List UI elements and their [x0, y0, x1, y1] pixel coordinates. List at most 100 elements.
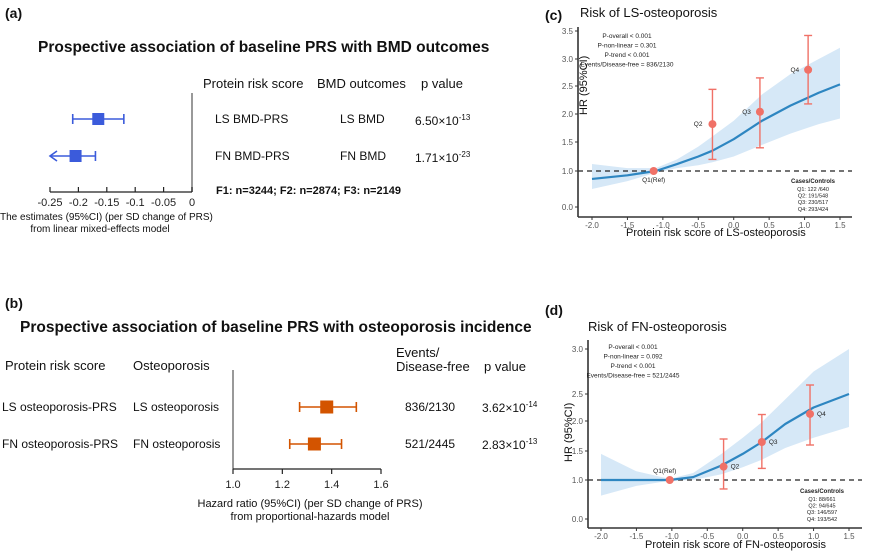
- panel-a-xlabel-2: from linear mixed-effects model: [30, 224, 170, 235]
- panel-c-quartile-point: [708, 120, 717, 129]
- panel-b-estimate-point: [320, 400, 334, 414]
- panel-c-label: (c): [545, 7, 563, 23]
- panel-a-label: (a): [5, 5, 23, 21]
- panel-d-x-tick-label: 0.5: [773, 532, 785, 541]
- p-mantissa: 6.50×10: [415, 114, 459, 128]
- panel-c-x-tick-label: 0.0: [728, 221, 740, 230]
- panel-a-row1-pvalue: 6.50×10-13: [415, 113, 470, 128]
- p-mantissa: 2.83×10: [482, 438, 526, 452]
- panel-a-row2-outcome: FN BMD: [340, 149, 386, 163]
- panel-a-x-tick-label: 0: [189, 197, 195, 209]
- panel-c-legend-title: Cases/Controls: [791, 179, 836, 185]
- panel-d-legend-item: Q1: 88/661: [808, 497, 835, 503]
- panel-a-estimate-point: [69, 150, 82, 162]
- panel-c-y-tick-label: 3.0: [562, 55, 574, 64]
- panel-c-legend-item: Q4: 293/424: [798, 207, 828, 213]
- panel-d-legend-item: Q3: 146/597: [807, 510, 837, 516]
- panel-d-x-tick-label: -1.0: [665, 532, 679, 541]
- panel-a-x-tick-label: -0.25: [37, 197, 62, 209]
- panel-b-row2-pvalue: 2.83×10-13: [482, 437, 537, 452]
- panel-c-x-tick-label: -1.5: [621, 221, 635, 230]
- panel-a-row2-prs: FN BMD-PRS: [215, 149, 290, 163]
- panel-b-header-pvalue: p value: [484, 359, 526, 374]
- panel-c-y-tick-label: 1.5: [562, 138, 574, 147]
- panel-c-y-tick-label: 1.0: [562, 167, 574, 176]
- panel-d-ylabel: HR (95%CI): [563, 402, 575, 462]
- panel-b-header-events-1: Events/: [396, 345, 440, 360]
- panel-d-quartile-point: [719, 462, 728, 471]
- panel-b-row1-events: 836/2130: [405, 400, 456, 414]
- panel-d-point-label: Q1(Ref): [653, 468, 676, 475]
- panel-a-sample-note: F1: n=3244; F2: n=2874; F3: n=2149: [216, 185, 401, 197]
- panel-d-stat-text: P-overall < 0.001: [608, 344, 658, 351]
- panel-a-x-tick-label: -0.1: [126, 197, 145, 209]
- panel-d-x-tick-label: 1.0: [808, 532, 820, 541]
- p-exponent: -13: [458, 113, 471, 122]
- panel-c-point-label: Q4: [790, 67, 799, 74]
- panel-c-stat-text: P-overall < 0.001: [602, 33, 652, 40]
- panel-c-point-label: Q2: [694, 121, 703, 128]
- panel-b-label: (b): [5, 295, 23, 311]
- panel-d-hr-curve: [601, 392, 850, 482]
- panel-d-y-tick-label: 2.0: [572, 417, 584, 426]
- panel-c-xlabel: Protein risk score of LS-osteoporosis: [626, 227, 806, 239]
- panel-c-y-tick-label: 0.0: [562, 203, 574, 212]
- panel-d-legend-title: Cases/Controls: [800, 489, 845, 495]
- panel-a-header-prs: Protein risk score: [203, 76, 304, 91]
- panel-a-estimate-point: [92, 113, 105, 125]
- panel-d-x-tick-label: -0.5: [700, 532, 714, 541]
- panel-d-point-label: Q4: [817, 411, 826, 418]
- panel-c-stat-text: Events/Disease-free = 836/2130: [580, 62, 673, 69]
- panel-b-header-events-2: Disease-free: [396, 359, 470, 374]
- panel-a-row1-prs: LS BMD-PRS: [215, 112, 289, 126]
- panel-d-legend-item: Q2: 94/645: [808, 504, 835, 510]
- panel-b-header-outcome: Osteoporosis: [133, 358, 210, 373]
- panel-c-y-tick-label: 2.5: [562, 82, 574, 91]
- panel-d-point-label: Q3: [769, 439, 778, 446]
- panel-c-x-tick-label: 1.5: [834, 221, 846, 230]
- panel-c-quartile-point: [649, 167, 658, 175]
- panel-a-x-tick-label: -0.05: [151, 197, 176, 209]
- panel-c-x-tick-label: -1.0: [656, 221, 670, 230]
- panel-b-row2-outcome: FN osteoporosis: [133, 437, 221, 451]
- panel-c-y-tick-label: 2.0: [562, 110, 574, 119]
- panel-a-row1-outcome: LS BMD: [340, 112, 385, 126]
- panel-d-quartile-point: [665, 476, 674, 484]
- panel-d-legend-item: Q4: 193/542: [807, 517, 837, 523]
- panel-a-header-pvalue: p value: [421, 76, 463, 91]
- panel-b-row1-pvalue: 3.62×10-14: [482, 400, 537, 415]
- panel-d-x-tick-label: 1.5: [843, 532, 855, 541]
- panel-c-ci-band: [592, 47, 840, 189]
- panel-d-point-label: Q2: [731, 464, 740, 471]
- panel-d-ci-band: [601, 349, 849, 496]
- panel-d-x-tick-label: -2.0: [594, 532, 608, 541]
- panel-c-ylabel: HR (95%CI): [578, 55, 590, 115]
- panel-d-quartile-point: [806, 409, 815, 418]
- panel-d-y-tick-label: 3.0: [572, 345, 584, 354]
- panel-b-x-tick-label: 1.2: [275, 479, 290, 491]
- panel-c-stat-text: P-non-linear = 0.301: [597, 43, 656, 50]
- p-exponent: -13: [525, 437, 538, 446]
- panel-a-row2-pvalue: 1.71×10-23: [415, 150, 470, 165]
- panel-c-legend-item: Q1: 122 /640: [797, 187, 829, 193]
- panel-d-stat-text: Events/Disease-free = 521/2445: [586, 373, 679, 380]
- panel-b-xlabel-2: from proportional-hazards model: [230, 511, 390, 523]
- panel-d-y-tick-label: 1.5: [572, 447, 584, 456]
- panel-b-header-prs: Protein risk score: [5, 358, 106, 373]
- p-mantissa: 1.71×10: [415, 151, 459, 165]
- panel-b-row1-prs: LS osteoporosis-PRS: [2, 400, 117, 414]
- panel-a-x-tick-label: -0.15: [94, 197, 119, 209]
- panel-d-stat-text: P-non-linear = 0.092: [603, 354, 662, 361]
- panel-b-row2-events: 521/2445: [405, 437, 456, 451]
- panel-d-xlabel: Protein risk score of FN-osteoporosis: [645, 539, 826, 551]
- panel-d-x-tick-label: -1.5: [630, 532, 644, 541]
- p-exponent: -23: [458, 150, 471, 159]
- panel-c-legend-item: Q3: 230/517: [798, 200, 828, 206]
- panel-c-x-tick-label: 1.0: [799, 221, 811, 230]
- panel-c-title: Risk of LS-osteoporosis: [580, 5, 718, 20]
- panel-a-header-outcome: BMD outcomes: [317, 76, 406, 91]
- panel-c-point-label: Q3: [742, 109, 751, 116]
- panel-d-quartile-point: [757, 438, 766, 446]
- panel-b-x-tick-label: 1.4: [324, 479, 339, 491]
